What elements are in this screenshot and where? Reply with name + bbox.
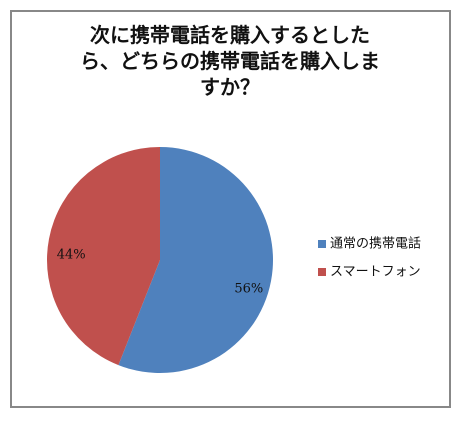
chart-title: 次に携帯電話を購入するとしたら、どちらの携帯電話を購入しますか？ xyxy=(80,23,380,99)
pie-slice xyxy=(118,147,274,373)
legend-swatch xyxy=(318,268,326,276)
data-label: 44% xyxy=(57,248,86,263)
data-label: 56% xyxy=(234,281,263,296)
legend-label: スマートフォン xyxy=(330,265,421,280)
legend-swatch xyxy=(318,240,326,248)
pie-slice xyxy=(46,147,160,366)
chart-frame xyxy=(10,10,451,408)
legend-label: 通常の携帯電話 xyxy=(330,236,421,252)
